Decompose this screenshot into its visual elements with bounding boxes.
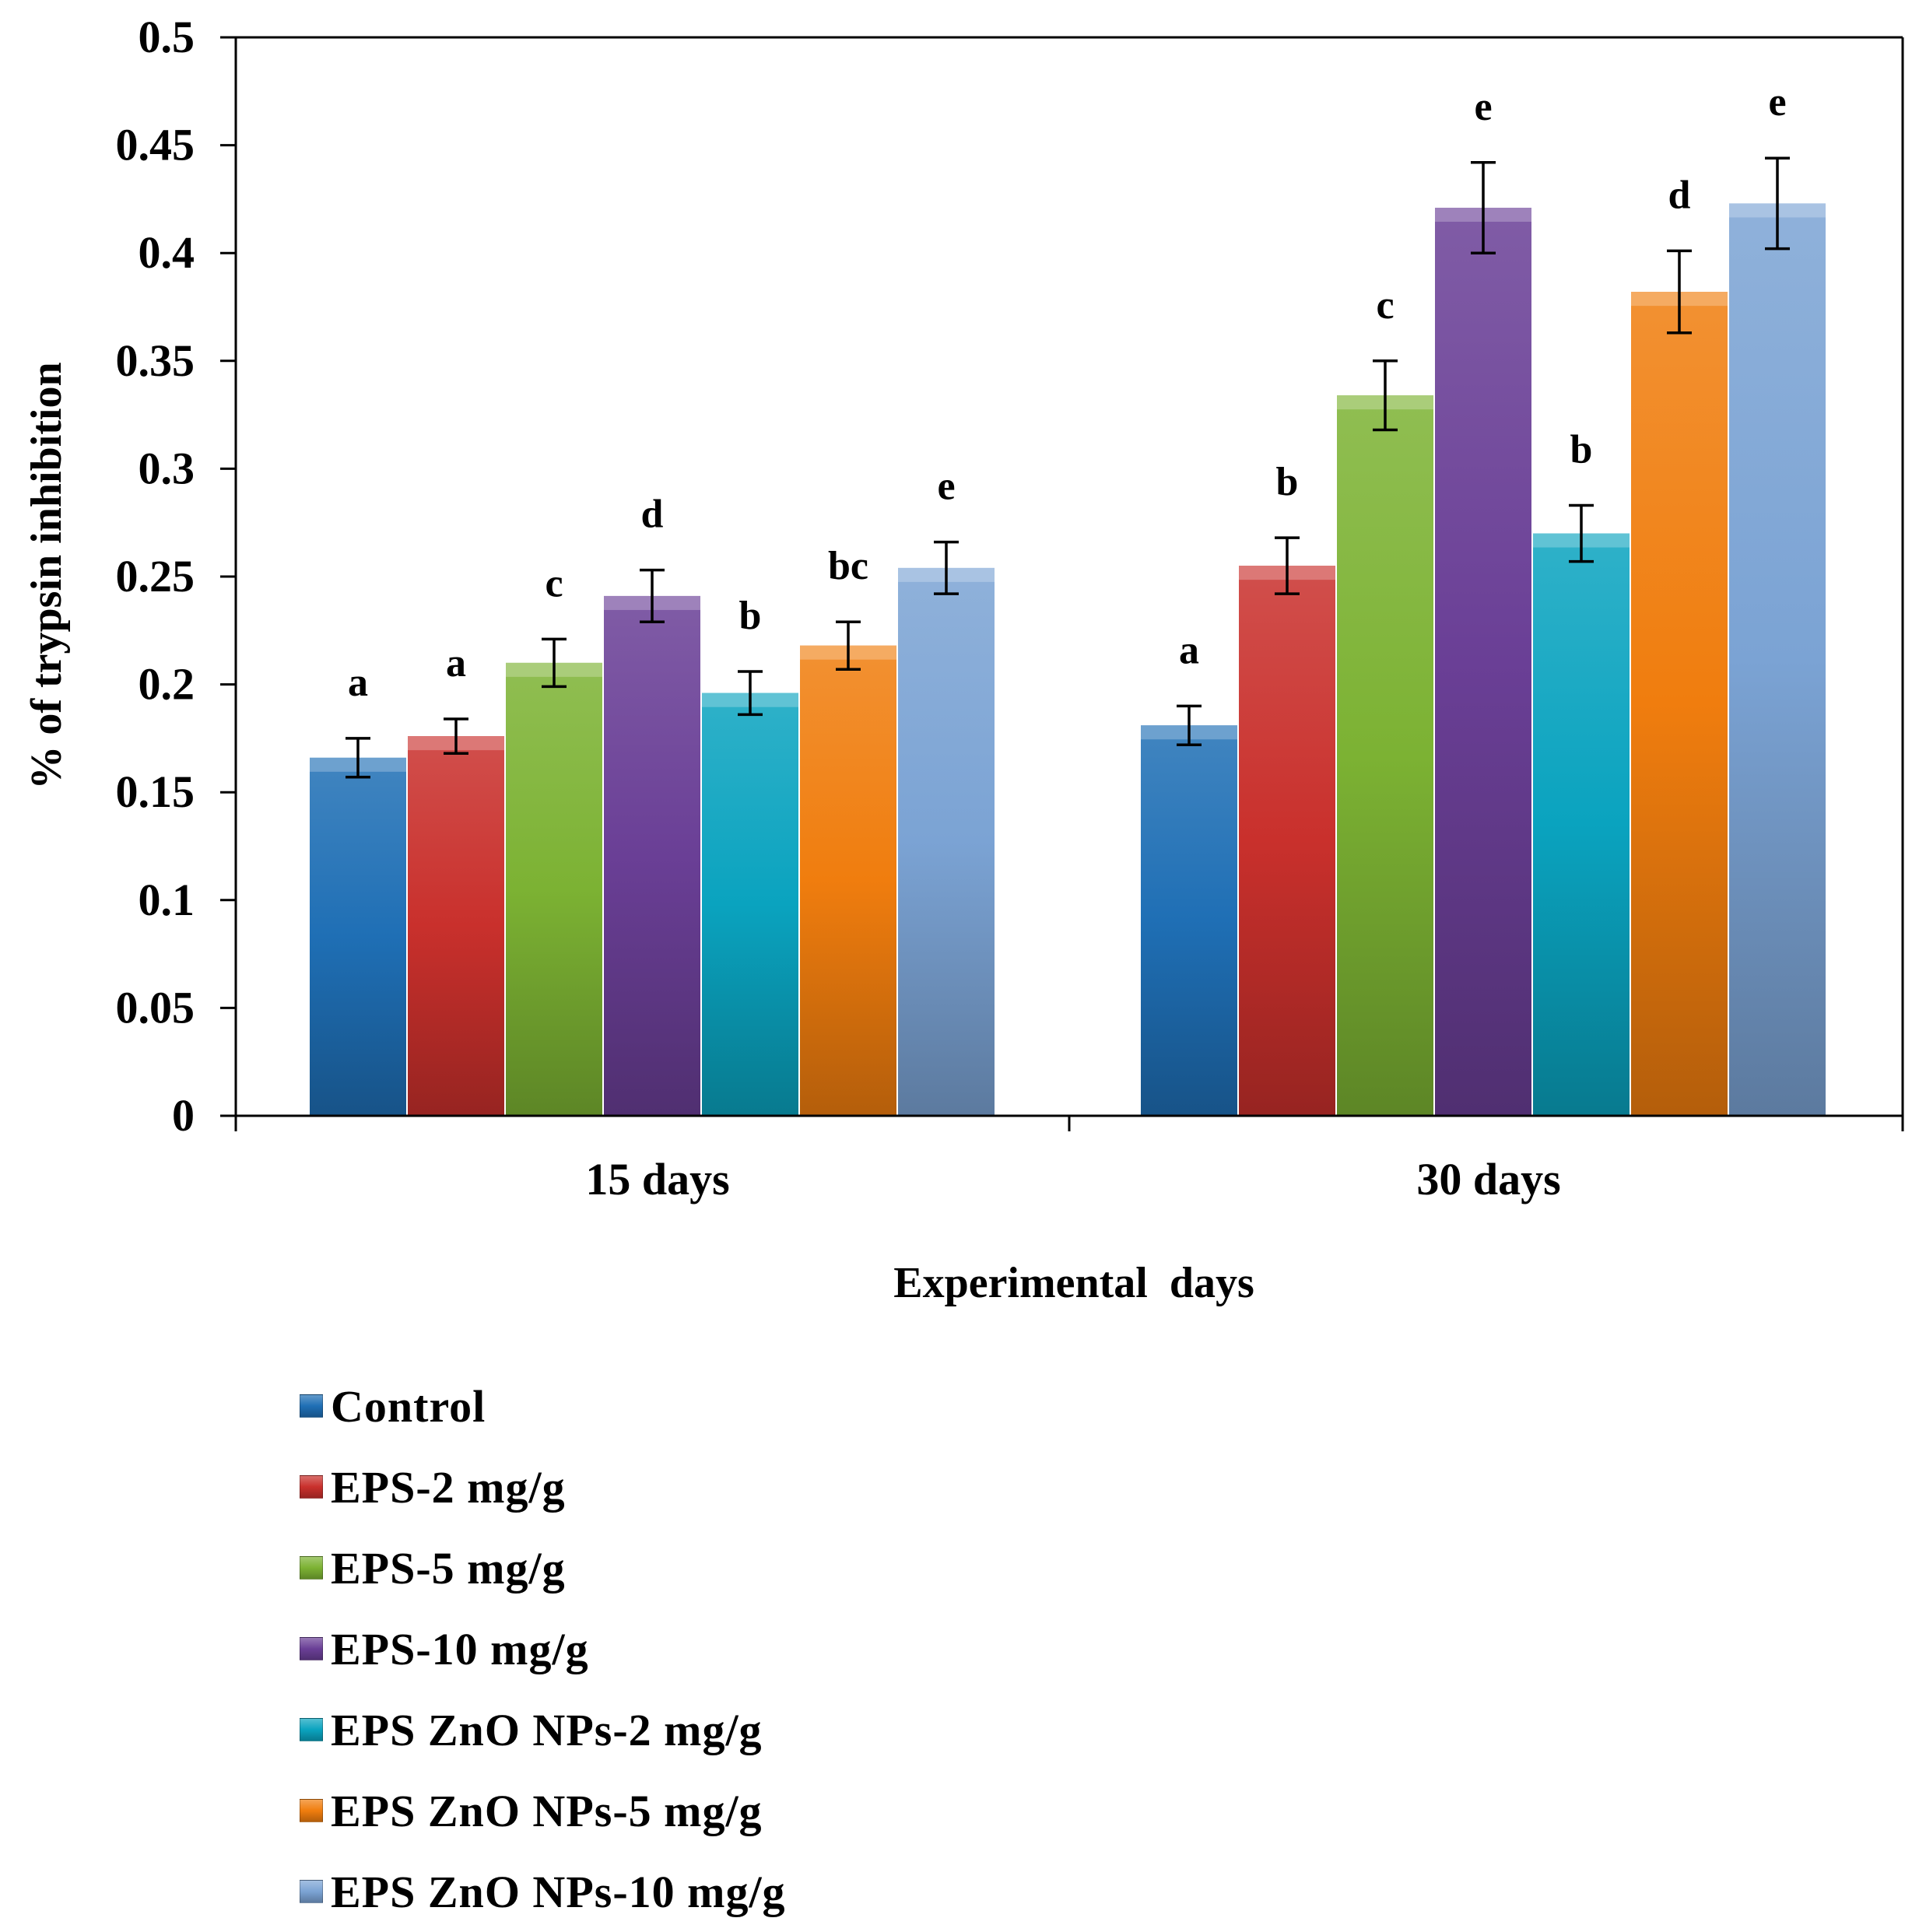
- error-bar: [444, 717, 468, 756]
- y-tick-label: 0.15: [116, 766, 195, 817]
- bar: [604, 595, 700, 1116]
- error-bar: [640, 568, 665, 623]
- legend-item: Control: [300, 1366, 786, 1446]
- significance-label: b: [1570, 428, 1593, 472]
- y-tick-label: 0.2: [139, 659, 195, 710]
- legend-item: EPS-10 mg/g: [300, 1608, 786, 1689]
- y-axis-title: % of trypsin inhibition: [23, 362, 71, 789]
- legend-item: EPS-2 mg/g: [300, 1446, 786, 1527]
- bar: [1533, 533, 1630, 1116]
- x-axis-title: Experimental days: [893, 1259, 1254, 1307]
- error-bar: [1471, 161, 1496, 254]
- significance-label: d: [1668, 173, 1691, 217]
- bar: [800, 645, 896, 1116]
- y-tick-label: 0.3: [139, 443, 195, 493]
- bar: [506, 662, 602, 1116]
- significance-label: d: [641, 493, 664, 537]
- bar: [1337, 395, 1433, 1117]
- bar-chart: 0 0.05 0.1 0.15 0.2 0.25 0.3 0.35 0.4 0.45 0.5 a a c…: [23, 12, 1904, 1307]
- bar: [1729, 203, 1826, 1117]
- legend-item: EPS-5 mg/g: [300, 1527, 786, 1608]
- y-tick-label: 0.4: [139, 227, 195, 278]
- legend-label: EPS-5 mg/g: [331, 1542, 566, 1594]
- bar: [310, 757, 406, 1116]
- significance-label: bc: [828, 544, 868, 588]
- bar: [1631, 292, 1728, 1117]
- bar: [1435, 207, 1531, 1116]
- significance-label: e: [937, 465, 955, 509]
- legend-item: EPS ZnO NPs-5 mg/g: [300, 1770, 786, 1851]
- legend-swatch: [300, 1394, 323, 1418]
- y-tick-label: 0.5: [139, 12, 195, 62]
- y-tick-label: 0.25: [116, 551, 195, 601]
- y-tick-label: 0.05: [116, 982, 195, 1033]
- legend-label: EPS ZnO NPs-10 mg/g: [331, 1866, 786, 1917]
- significance-label: c: [545, 561, 563, 605]
- legend-label: EPS ZnO NPs-5 mg/g: [331, 1785, 763, 1836]
- y-axis-ticks: 0 0.05 0.1 0.15 0.2 0.25 0.3 0.35 0.4 0.45 0.5: [116, 12, 236, 1141]
- significance-label: b: [1276, 460, 1299, 504]
- error-bar: [1765, 156, 1790, 251]
- legend-swatch: [300, 1556, 323, 1580]
- bar: [1239, 566, 1335, 1116]
- legend-swatch: [300, 1799, 323, 1822]
- bar: [898, 567, 995, 1116]
- legend-label: EPS-2 mg/g: [331, 1461, 566, 1513]
- error-bar: [1373, 359, 1398, 432]
- legend-label: EPS ZnO NPs-2 mg/g: [331, 1704, 763, 1755]
- x-category-label-30-days: 30 days: [1416, 1154, 1560, 1204]
- error-bars-group: [346, 156, 1790, 779]
- significance-label: a: [348, 661, 368, 705]
- legend-item: EPS ZnO NPs-10 mg/g: [300, 1851, 786, 1932]
- bar: [702, 693, 798, 1116]
- error-bar: [1667, 249, 1692, 335]
- legend-swatch: [300, 1880, 323, 1903]
- legend-swatch: [300, 1718, 323, 1741]
- error-bar: [346, 737, 370, 779]
- error-bar: [1275, 536, 1300, 595]
- significance-label: a: [1179, 628, 1199, 672]
- y-tick-label: 0: [172, 1090, 195, 1141]
- significance-label: a: [446, 641, 466, 685]
- legend-swatch: [300, 1637, 323, 1660]
- error-bar: [934, 540, 959, 595]
- legend: Control EPS-2 mg/g EPS-5 mg/g EPS-10 mg/g EP…: [300, 1366, 786, 1932]
- legend-label: EPS-10 mg/g: [331, 1623, 589, 1674]
- error-bar: [836, 620, 861, 671]
- error-bar: [1569, 503, 1594, 563]
- error-bar: [1177, 704, 1202, 746]
- significance-label: c: [1376, 283, 1394, 328]
- legend-item: EPS ZnO NPs-2 mg/g: [300, 1689, 786, 1770]
- error-bar: [542, 637, 567, 689]
- legend-swatch: [300, 1475, 323, 1499]
- significance-label: b: [739, 594, 762, 638]
- y-tick-label: 0.35: [116, 335, 195, 386]
- error-bar: [738, 670, 763, 717]
- bars-group: [310, 203, 1826, 1117]
- y-tick-label: 0.45: [116, 120, 195, 170]
- significance-label: e: [1768, 80, 1786, 124]
- y-tick-label: 0.1: [139, 875, 195, 925]
- significance-label: e: [1474, 85, 1492, 129]
- bar: [1141, 725, 1237, 1116]
- legend-label: Control: [331, 1380, 486, 1432]
- x-category-label-15-days: 15 days: [585, 1154, 729, 1204]
- bar: [408, 736, 504, 1116]
